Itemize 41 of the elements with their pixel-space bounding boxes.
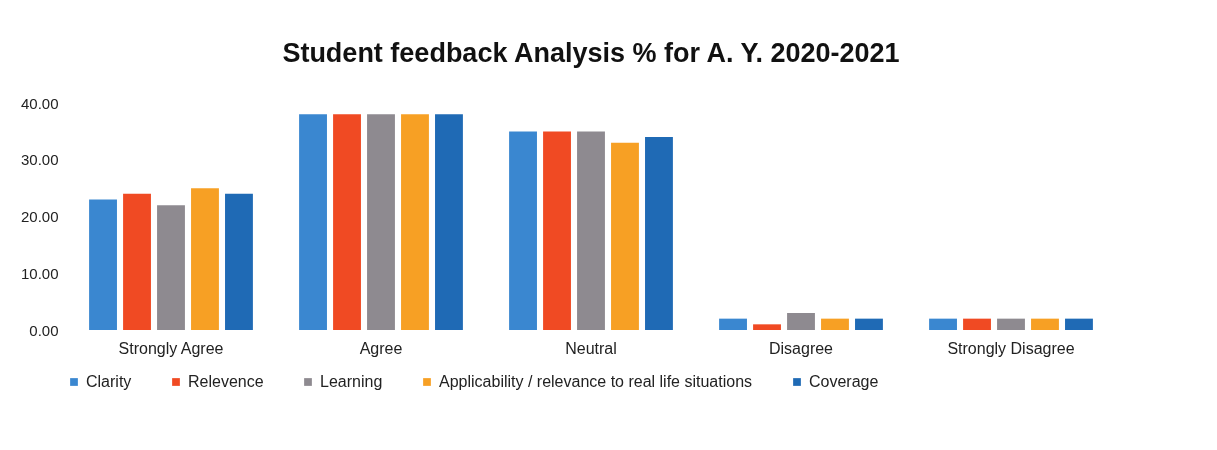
y-tick-label: 0.00 <box>29 321 59 339</box>
bar <box>821 318 849 330</box>
y-tick-label: 10.00 <box>20 264 59 282</box>
bar <box>543 131 571 330</box>
bar <box>963 318 991 330</box>
bar <box>1065 318 1093 330</box>
bar <box>1031 318 1059 330</box>
legend-label: Applicability / relevance to real life situations <box>439 373 753 390</box>
bar <box>645 137 673 330</box>
legend-label: Clarity <box>86 373 132 390</box>
y-tick-label: 30.00 <box>20 151 59 169</box>
bar <box>997 318 1025 330</box>
bar <box>787 312 815 330</box>
y-tick-label: 40.00 <box>20 94 59 112</box>
legend-label: Relevence <box>188 373 264 390</box>
x-tick-label: Agree <box>359 339 403 357</box>
bar <box>299 114 327 330</box>
x-tick-label: Strongly Agree <box>118 339 224 357</box>
bar <box>367 114 395 330</box>
bar <box>855 318 883 330</box>
x-tick-label: Disagree <box>768 339 834 357</box>
bar <box>123 193 151 330</box>
bar <box>435 114 463 330</box>
bar <box>611 142 639 330</box>
bar <box>509 131 537 330</box>
bar <box>753 324 781 330</box>
legend-label: Learning <box>320 373 383 390</box>
bar <box>191 188 219 330</box>
bar <box>157 205 185 330</box>
x-tick-label: Neutral <box>565 339 617 357</box>
bar <box>89 199 117 330</box>
bar <box>333 114 361 330</box>
bar <box>577 131 605 330</box>
bar <box>401 114 429 330</box>
bar <box>225 193 253 330</box>
x-tick-label: Strongly Disagree <box>947 339 1075 357</box>
bar <box>929 318 957 330</box>
chart-title: Student feedback Analysis % for A. Y. 2020-2021 <box>282 38 900 68</box>
legend-label: Coverage <box>809 373 879 390</box>
y-tick-label: 20.00 <box>20 208 59 225</box>
bar <box>719 318 747 330</box>
